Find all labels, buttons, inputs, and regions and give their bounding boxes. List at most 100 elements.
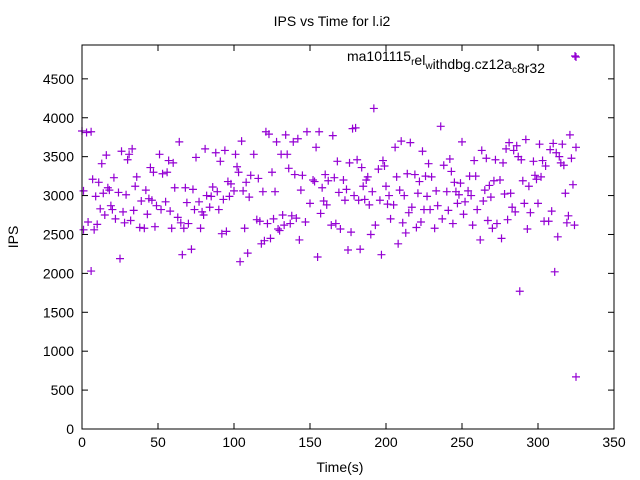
data-point — [306, 199, 314, 208]
data-point — [275, 226, 284, 235]
data-point — [404, 208, 413, 217]
data-point — [344, 246, 352, 255]
data-point — [289, 137, 298, 146]
data-point — [201, 144, 210, 153]
data-point — [122, 190, 131, 199]
data-point — [483, 216, 492, 225]
data-point — [330, 173, 339, 182]
data-point — [161, 197, 170, 206]
data-point — [79, 225, 88, 234]
data-point — [108, 205, 117, 214]
data-point — [322, 200, 331, 209]
data-point — [287, 211, 296, 220]
x-tick-label: 100 — [222, 434, 246, 450]
data-point — [143, 210, 152, 219]
data-point — [100, 211, 109, 220]
data-point — [117, 147, 126, 156]
data-point — [385, 191, 394, 200]
data-point — [515, 287, 524, 296]
data-point — [500, 190, 509, 199]
data-point — [550, 267, 559, 276]
data-point — [476, 235, 485, 244]
data-point — [269, 214, 278, 223]
data-point — [141, 186, 150, 195]
data-point — [226, 179, 235, 188]
data-point — [187, 245, 196, 254]
data-point — [125, 150, 134, 159]
data-point — [295, 235, 304, 244]
data-point — [572, 372, 580, 381]
data-point — [327, 221, 336, 230]
data-point — [535, 140, 544, 149]
data-point — [97, 159, 106, 168]
data-point — [147, 196, 156, 205]
data-point — [284, 164, 293, 173]
data-point — [400, 191, 409, 200]
data-point — [567, 154, 576, 163]
data-point — [236, 257, 245, 266]
data-point — [234, 168, 243, 177]
data-point — [572, 143, 580, 152]
data-point — [383, 200, 392, 209]
data-point — [290, 170, 299, 179]
data-points — [78, 53, 580, 381]
data-point — [219, 195, 228, 204]
data-point — [313, 253, 322, 262]
data-point — [529, 157, 538, 166]
data-point — [263, 219, 272, 228]
data-point — [249, 150, 258, 159]
data-point — [268, 168, 276, 177]
data-point — [181, 183, 190, 192]
data-point — [152, 201, 161, 210]
data-point — [211, 148, 220, 157]
data-point — [255, 217, 264, 226]
data-point — [401, 228, 410, 237]
data-point — [526, 208, 535, 217]
data-point — [179, 224, 188, 233]
data-point — [421, 172, 430, 181]
data-point — [537, 172, 546, 181]
data-point — [119, 207, 128, 216]
data-point — [485, 181, 494, 190]
data-point — [135, 223, 144, 232]
data-point — [345, 158, 354, 167]
data-point — [195, 197, 204, 206]
data-point — [418, 147, 427, 156]
data-point — [208, 183, 217, 192]
data-point — [416, 218, 425, 227]
data-point — [353, 155, 362, 164]
data-point — [116, 254, 124, 263]
data-point — [377, 250, 386, 259]
data-point — [380, 161, 389, 170]
data-point — [562, 218, 571, 227]
x-tick-label: 250 — [450, 434, 474, 450]
data-point — [389, 200, 398, 209]
data-point — [351, 123, 360, 132]
data-point — [368, 187, 377, 196]
data-point — [298, 171, 307, 180]
data-point — [426, 205, 435, 214]
data-point — [439, 161, 448, 170]
data-point — [207, 192, 216, 201]
data-point — [506, 189, 515, 198]
x-tick-label: 350 — [602, 434, 626, 450]
data-point — [114, 188, 123, 197]
data-point — [397, 137, 406, 146]
data-point — [427, 172, 436, 181]
data-point — [274, 225, 283, 234]
data-point — [553, 232, 562, 241]
data-point — [512, 141, 521, 150]
data-point — [391, 143, 400, 152]
data-point — [415, 177, 424, 186]
data-point — [491, 155, 500, 164]
data-point — [453, 199, 462, 208]
data-point — [406, 138, 415, 147]
data-point — [371, 221, 380, 230]
data-point — [403, 169, 412, 178]
data-point — [363, 172, 372, 181]
data-point — [316, 209, 325, 218]
data-point — [272, 137, 281, 146]
data-point — [163, 168, 172, 177]
data-point — [375, 196, 384, 205]
